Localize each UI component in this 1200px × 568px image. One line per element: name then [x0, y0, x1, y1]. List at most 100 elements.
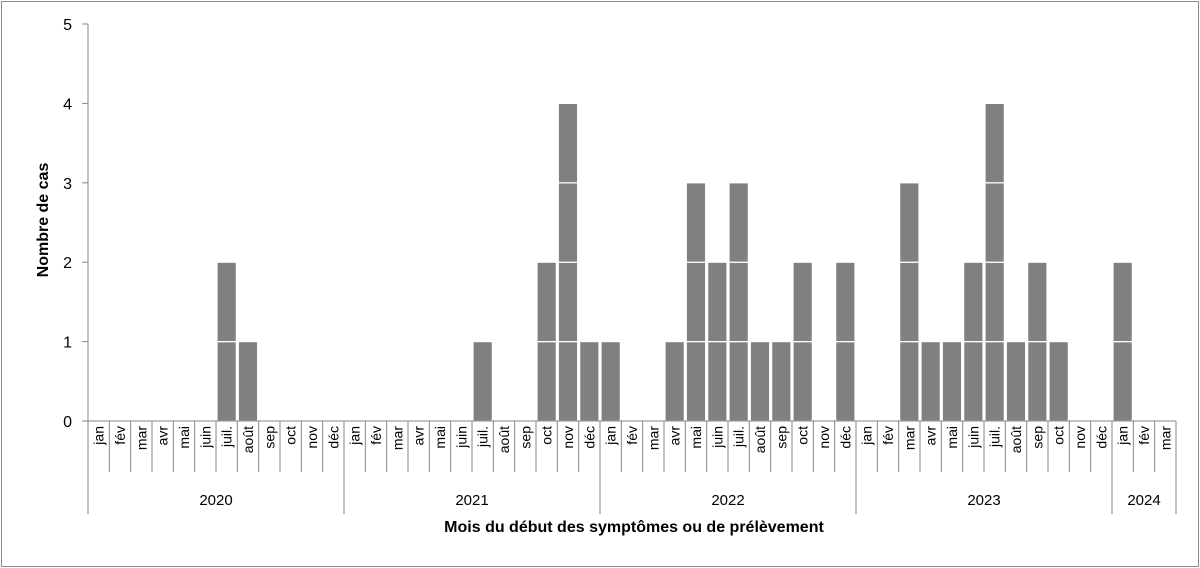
bar-2022-déc-case-2 [835, 261, 856, 343]
month-label: déc [1093, 426, 1109, 449]
month-label: mai [944, 426, 960, 449]
month-label: fév [112, 426, 128, 445]
bar-2020-août-case-1 [237, 341, 259, 422]
month-label: mar [389, 426, 405, 450]
month-label: fév [880, 426, 896, 445]
month-label: juil. [987, 426, 1003, 448]
month-label: mar [645, 426, 661, 450]
y-tick-label: 1 [63, 335, 72, 352]
month-label: juin [709, 426, 725, 449]
bar-2023-juin-case-1 [963, 341, 984, 422]
bar-2022-jan-case-1 [600, 341, 621, 422]
x-axis-title: Mois du début des symptômes ou de prélèv… [444, 519, 824, 536]
month-label: nov [304, 426, 320, 449]
bar-2021-nov-case-2 [557, 261, 579, 343]
month-label: sep [1029, 426, 1045, 449]
bar-2022-mai-case-1 [685, 341, 707, 422]
month-label: août [240, 426, 256, 453]
bar-2020-juil.-case-1 [216, 341, 237, 422]
bar-2022-août-case-1 [749, 341, 771, 422]
month-label: avr [155, 426, 171, 446]
month-label: déc [325, 426, 341, 449]
bar-2022-juil.-case-1 [728, 341, 749, 422]
bar-2023-juil.-case-2 [984, 261, 1005, 343]
bar-2021-nov-case-4 [557, 102, 579, 184]
month-label: mai [432, 426, 448, 449]
month-label: août [752, 426, 768, 453]
month-label: nov [1072, 426, 1088, 449]
bar-2022-oct-case-1 [792, 341, 813, 422]
month-label: août [1008, 426, 1024, 453]
bar-2022-avr-case-1 [664, 341, 685, 422]
month-label: sep [261, 426, 277, 449]
year-label: 2021 [455, 492, 488, 509]
bar-2021-juil.-case-1 [472, 341, 493, 422]
y-tick-label: 0 [63, 414, 72, 431]
bar-2023-juin-case-2 [963, 261, 984, 343]
bar-2022-juil.-case-2 [728, 261, 749, 343]
month-label: oct [539, 426, 555, 445]
bar-2023-mar-case-2 [899, 261, 920, 343]
bar-2023-avr-case-1 [920, 341, 941, 422]
bar-2024-jan-case-2 [1112, 261, 1133, 343]
y-tick-label: 2 [63, 255, 72, 272]
bar-2023-août-case-1 [1005, 341, 1027, 422]
bar-2023-juil.-case-1 [984, 341, 1005, 422]
month-label: mai [688, 426, 704, 449]
month-label: jan [347, 426, 363, 446]
month-label: jan [603, 426, 619, 446]
bar-2022-juin-case-2 [707, 261, 728, 343]
month-label: mar [901, 426, 917, 450]
month-label: oct [1051, 426, 1067, 445]
bar-2023-oct-case-1 [1048, 341, 1069, 422]
bar-2023-sep-case-2 [1027, 261, 1048, 343]
y-tick-label: 3 [63, 176, 72, 193]
bar-2022-juil.-case-3 [728, 182, 749, 263]
bar-2023-mar-case-3 [899, 182, 920, 263]
month-label: sep [773, 426, 789, 449]
month-label: déc [837, 426, 853, 449]
bar-2022-mai-case-3 [685, 182, 707, 263]
y-axis-title: Nombre de cas [35, 163, 52, 278]
bar-2023-juil.-case-4 [984, 102, 1005, 184]
bar-2022-oct-case-2 [792, 261, 813, 343]
bar-2021-oct-case-2 [536, 261, 557, 343]
bar-2024-jan-case-1 [1112, 341, 1133, 422]
month-label: jan [1115, 426, 1131, 446]
bar-2023-mai-case-1 [941, 341, 963, 422]
month-label: juin [453, 426, 469, 449]
month-label: août [496, 426, 512, 453]
month-label: juil. [475, 426, 491, 448]
bar-2020-juil.-case-2 [216, 261, 237, 343]
month-label: oct [795, 426, 811, 445]
month-label: avr [923, 426, 939, 446]
bar-2021-nov-case-3 [557, 182, 579, 263]
month-label: nov [560, 426, 576, 449]
bar-2021-oct-case-1 [536, 341, 557, 422]
month-label: oct [283, 426, 299, 445]
bar-2021-déc-case-1 [579, 341, 600, 422]
month-label: jan [859, 426, 875, 446]
month-label: avr [411, 426, 427, 446]
bar-2022-sep-case-1 [771, 341, 792, 422]
bars-layer [216, 102, 1133, 422]
month-label: avr [667, 426, 683, 446]
month-label: juin [197, 426, 213, 449]
month-label: nov [816, 426, 832, 449]
month-label: fév [1136, 426, 1152, 445]
bar-2023-mar-case-1 [899, 341, 920, 422]
month-label: jan [91, 426, 107, 446]
month-label: juin [965, 426, 981, 449]
bar-2021-nov-case-1 [557, 341, 579, 422]
month-label: mar [1157, 426, 1173, 450]
month-label: fév [368, 426, 384, 445]
bar-2022-déc-case-1 [835, 341, 856, 422]
y-tick-label: 4 [63, 96, 72, 113]
y-tick-label: 5 [63, 17, 72, 34]
bar-2023-juil.-case-3 [984, 182, 1005, 263]
month-label: sep [517, 426, 533, 449]
year-label: 2022 [711, 492, 744, 509]
